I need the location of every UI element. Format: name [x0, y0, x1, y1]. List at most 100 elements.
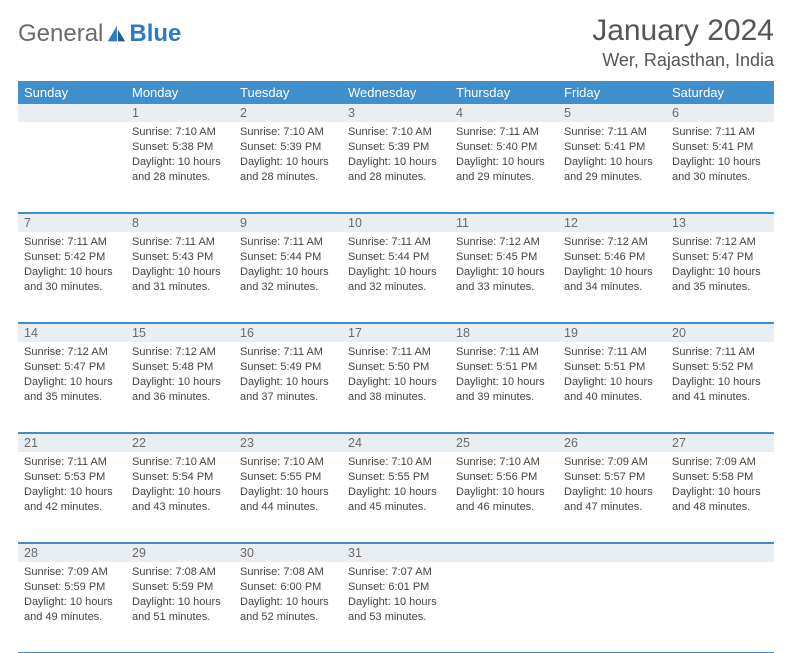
day-cell-text: Sunrise: 7:08 AM Sunset: 5:59 PM Dayligh… — [132, 565, 228, 624]
day-number — [18, 104, 126, 122]
day-cell-text: Sunrise: 7:10 AM Sunset: 5:55 PM Dayligh… — [240, 455, 336, 514]
day-cell-text: Sunrise: 7:12 AM Sunset: 5:46 PM Dayligh… — [564, 235, 660, 294]
week-row: Sunrise: 7:09 AM Sunset: 5:59 PM Dayligh… — [18, 562, 774, 653]
day-cell — [558, 562, 666, 652]
day-cell: Sunrise: 7:07 AM Sunset: 6:01 PM Dayligh… — [342, 562, 450, 652]
logo: General Blue — [18, 14, 181, 48]
day-cell: Sunrise: 7:09 AM Sunset: 5:59 PM Dayligh… — [18, 562, 126, 652]
day-cell: Sunrise: 7:11 AM Sunset: 5:51 PM Dayligh… — [450, 342, 558, 432]
day-cell: Sunrise: 7:10 AM Sunset: 5:38 PM Dayligh… — [126, 122, 234, 212]
day-cell-text: Sunrise: 7:11 AM Sunset: 5:51 PM Dayligh… — [456, 345, 552, 404]
page-title: January 2024 — [592, 14, 774, 48]
day-cell: Sunrise: 7:11 AM Sunset: 5:49 PM Dayligh… — [234, 342, 342, 432]
week-block: 78910111213Sunrise: 7:11 AM Sunset: 5:42… — [18, 213, 774, 323]
day-cell: Sunrise: 7:10 AM Sunset: 5:54 PM Dayligh… — [126, 452, 234, 542]
day-number: 3 — [342, 104, 450, 122]
day-number — [558, 544, 666, 562]
daynum-row: 28293031 — [18, 544, 774, 562]
day-cell: Sunrise: 7:12 AM Sunset: 5:46 PM Dayligh… — [558, 232, 666, 322]
day-cell-text: Sunrise: 7:11 AM Sunset: 5:42 PM Dayligh… — [24, 235, 120, 294]
day-number — [450, 544, 558, 562]
day-number: 27 — [666, 434, 774, 452]
day-cell-text: Sunrise: 7:11 AM Sunset: 5:44 PM Dayligh… — [348, 235, 444, 294]
day-cell-text: Sunrise: 7:10 AM Sunset: 5:56 PM Dayligh… — [456, 455, 552, 514]
daynum-row: 21222324252627 — [18, 434, 774, 452]
logo-sail-icon — [105, 23, 127, 45]
day-cell-text: Sunrise: 7:11 AM Sunset: 5:50 PM Dayligh… — [348, 345, 444, 404]
day-cell: Sunrise: 7:12 AM Sunset: 5:47 PM Dayligh… — [18, 342, 126, 432]
dayname-wednesday: Wednesday — [342, 81, 450, 104]
day-cell-text: Sunrise: 7:12 AM Sunset: 5:48 PM Dayligh… — [132, 345, 228, 404]
day-number: 7 — [18, 214, 126, 232]
day-cell: Sunrise: 7:12 AM Sunset: 5:45 PM Dayligh… — [450, 232, 558, 322]
week-block: 14151617181920 Sunrise: 7:12 AM Sunset: 5… — [18, 323, 774, 433]
day-cell-text: Sunrise: 7:10 AM Sunset: 5:39 PM Dayligh… — [240, 125, 336, 184]
day-cell: Sunrise: 7:10 AM Sunset: 5:55 PM Dayligh… — [234, 452, 342, 542]
dayname-sunday: Sunday — [18, 81, 126, 104]
day-number: 22 — [126, 434, 234, 452]
day-cell: Sunrise: 7:11 AM Sunset: 5:44 PM Dayligh… — [342, 232, 450, 322]
day-cell-text: Sunrise: 7:11 AM Sunset: 5:53 PM Dayligh… — [24, 455, 120, 514]
day-cell: Sunrise: 7:10 AM Sunset: 5:39 PM Dayligh… — [342, 122, 450, 212]
day-cell: Sunrise: 7:11 AM Sunset: 5:41 PM Dayligh… — [558, 122, 666, 212]
day-number: 23 — [234, 434, 342, 452]
day-cell-text: Sunrise: 7:10 AM Sunset: 5:54 PM Dayligh… — [132, 455, 228, 514]
day-cell-text: Sunrise: 7:10 AM Sunset: 5:39 PM Dayligh… — [348, 125, 444, 184]
day-number: 17 — [342, 324, 450, 342]
day-number: 9 — [234, 214, 342, 232]
day-number: 14 — [18, 324, 126, 342]
dayname-thursday: Thursday — [450, 81, 558, 104]
day-cell-text: Sunrise: 7:09 AM Sunset: 5:59 PM Dayligh… — [24, 565, 120, 624]
day-number: 24 — [342, 434, 450, 452]
dayname-saturday: Saturday — [666, 81, 774, 104]
day-cell-text: Sunrise: 7:11 AM Sunset: 5:52 PM Dayligh… — [672, 345, 768, 404]
daynum-row: 123456 — [18, 104, 774, 122]
day-number: 13 — [666, 214, 774, 232]
day-cell: Sunrise: 7:10 AM Sunset: 5:55 PM Dayligh… — [342, 452, 450, 542]
day-number: 1 — [126, 104, 234, 122]
day-cell-text: Sunrise: 7:11 AM Sunset: 5:49 PM Dayligh… — [240, 345, 336, 404]
day-cell-text: Sunrise: 7:11 AM Sunset: 5:40 PM Dayligh… — [456, 125, 552, 184]
day-cell-text: Sunrise: 7:12 AM Sunset: 5:47 PM Dayligh… — [24, 345, 120, 404]
day-cell: Sunrise: 7:11 AM Sunset: 5:43 PM Dayligh… — [126, 232, 234, 322]
day-cell-text: Sunrise: 7:11 AM Sunset: 5:43 PM Dayligh… — [132, 235, 228, 294]
day-number: 20 — [666, 324, 774, 342]
daynum-row: 14151617181920 — [18, 324, 774, 342]
day-cell-text: Sunrise: 7:11 AM Sunset: 5:41 PM Dayligh… — [564, 125, 660, 184]
day-cell — [18, 122, 126, 212]
week-row: Sunrise: 7:11 AM Sunset: 5:42 PM Dayligh… — [18, 232, 774, 323]
day-number: 5 — [558, 104, 666, 122]
day-number — [666, 544, 774, 562]
day-cell: Sunrise: 7:08 AM Sunset: 5:59 PM Dayligh… — [126, 562, 234, 652]
week-row: Sunrise: 7:11 AM Sunset: 5:53 PM Dayligh… — [18, 452, 774, 543]
day-cell-text: Sunrise: 7:10 AM Sunset: 5:38 PM Dayligh… — [132, 125, 228, 184]
day-cell-text: Sunrise: 7:11 AM Sunset: 5:41 PM Dayligh… — [672, 125, 768, 184]
day-cell: Sunrise: 7:08 AM Sunset: 6:00 PM Dayligh… — [234, 562, 342, 652]
logo-text-general: General — [18, 20, 103, 48]
day-number: 19 — [558, 324, 666, 342]
day-cell: Sunrise: 7:11 AM Sunset: 5:42 PM Dayligh… — [18, 232, 126, 322]
day-number: 25 — [450, 434, 558, 452]
day-number: 16 — [234, 324, 342, 342]
day-cell-text: Sunrise: 7:07 AM Sunset: 6:01 PM Dayligh… — [348, 565, 444, 624]
day-cell-text: Sunrise: 7:12 AM Sunset: 5:47 PM Dayligh… — [672, 235, 768, 294]
week-block: 28293031 Sunrise: 7:09 AM Sunset: 5:59 PM… — [18, 543, 774, 653]
day-cell — [450, 562, 558, 652]
day-cell: Sunrise: 7:11 AM Sunset: 5:41 PM Dayligh… — [666, 122, 774, 212]
day-number: 26 — [558, 434, 666, 452]
header: General Blue January 2024 Wer, Rajasthan… — [18, 14, 774, 71]
week-block: 21222324252627 Sunrise: 7:11 AM Sunset: 5… — [18, 433, 774, 543]
day-number: 15 — [126, 324, 234, 342]
day-cell: Sunrise: 7:09 AM Sunset: 5:57 PM Dayligh… — [558, 452, 666, 542]
dayname-friday: Friday — [558, 81, 666, 104]
day-cell-text: Sunrise: 7:09 AM Sunset: 5:58 PM Dayligh… — [672, 455, 768, 514]
dayname-tuesday: Tuesday — [234, 81, 342, 104]
day-number: 4 — [450, 104, 558, 122]
day-number: 30 — [234, 544, 342, 562]
day-number: 10 — [342, 214, 450, 232]
day-cell-text: Sunrise: 7:12 AM Sunset: 5:45 PM Dayligh… — [456, 235, 552, 294]
day-cell: Sunrise: 7:10 AM Sunset: 5:39 PM Dayligh… — [234, 122, 342, 212]
day-number: 29 — [126, 544, 234, 562]
day-number: 12 — [558, 214, 666, 232]
day-number: 18 — [450, 324, 558, 342]
